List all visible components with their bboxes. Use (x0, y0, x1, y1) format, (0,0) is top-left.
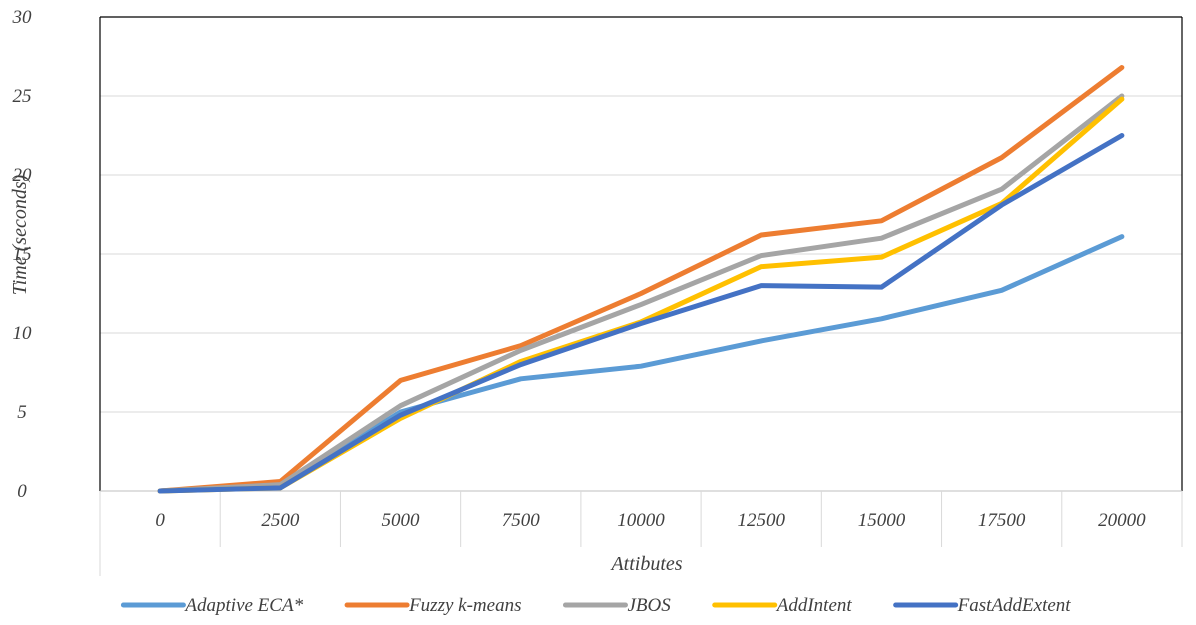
x-tick-label: 2500 (261, 510, 300, 531)
legend: Adaptive ECA* Fuzzy k-means JBOS AddIntent F… (120, 595, 1072, 616)
axes (99, 16, 1183, 576)
y-tick-labels: 0 5 10 15 20 25 30 (12, 7, 33, 502)
x-tick-labels: 0 2500 5000 7500 10000 12500 15000 17500 20000 (155, 510, 1146, 531)
series-line (157, 133, 1125, 494)
legend-label: Adaptive ECA* (183, 595, 303, 616)
y-axis-label: Time (seconds) (9, 174, 31, 295)
x-tick-label: 0 (155, 510, 165, 531)
x-tick-label: 10000 (617, 510, 665, 531)
x-tick-label: 15000 (858, 510, 906, 531)
y-tick-label: 20 (13, 165, 33, 186)
x-tick-label: 5000 (382, 510, 421, 531)
legend-label: JBOS (627, 595, 671, 616)
legend-label: AddIntent (775, 595, 853, 616)
x-tick-label: 17500 (978, 510, 1026, 531)
legend-label: Fuzzy k-means (408, 595, 521, 616)
x-tick-label: 7500 (502, 510, 541, 531)
series-lines (157, 65, 1125, 494)
legend-item: FastAddExtent (893, 595, 1072, 616)
y-tick-label: 15 (13, 244, 32, 265)
legend-item: JBOS (562, 595, 671, 616)
y-tick-label: 10 (13, 323, 33, 344)
x-tick-label: 12500 (737, 510, 785, 531)
y-tick-label: 30 (12, 7, 33, 28)
gridlines (100, 16, 1182, 413)
y-tick-label: 0 (17, 481, 27, 502)
y-tick-label: 5 (17, 402, 27, 423)
x-tick-label: 20000 (1098, 510, 1146, 531)
legend-label: FastAddExtent (957, 595, 1072, 616)
legend-item: Fuzzy k-means (344, 595, 521, 616)
series-line (157, 93, 1125, 494)
series-line (157, 65, 1125, 494)
x-axis-label: Attibutes (609, 553, 682, 575)
legend-item: AddIntent (712, 595, 853, 616)
series-line (157, 234, 1125, 494)
legend-item: Adaptive ECA* (120, 595, 304, 616)
y-tick-label: 25 (13, 86, 32, 107)
